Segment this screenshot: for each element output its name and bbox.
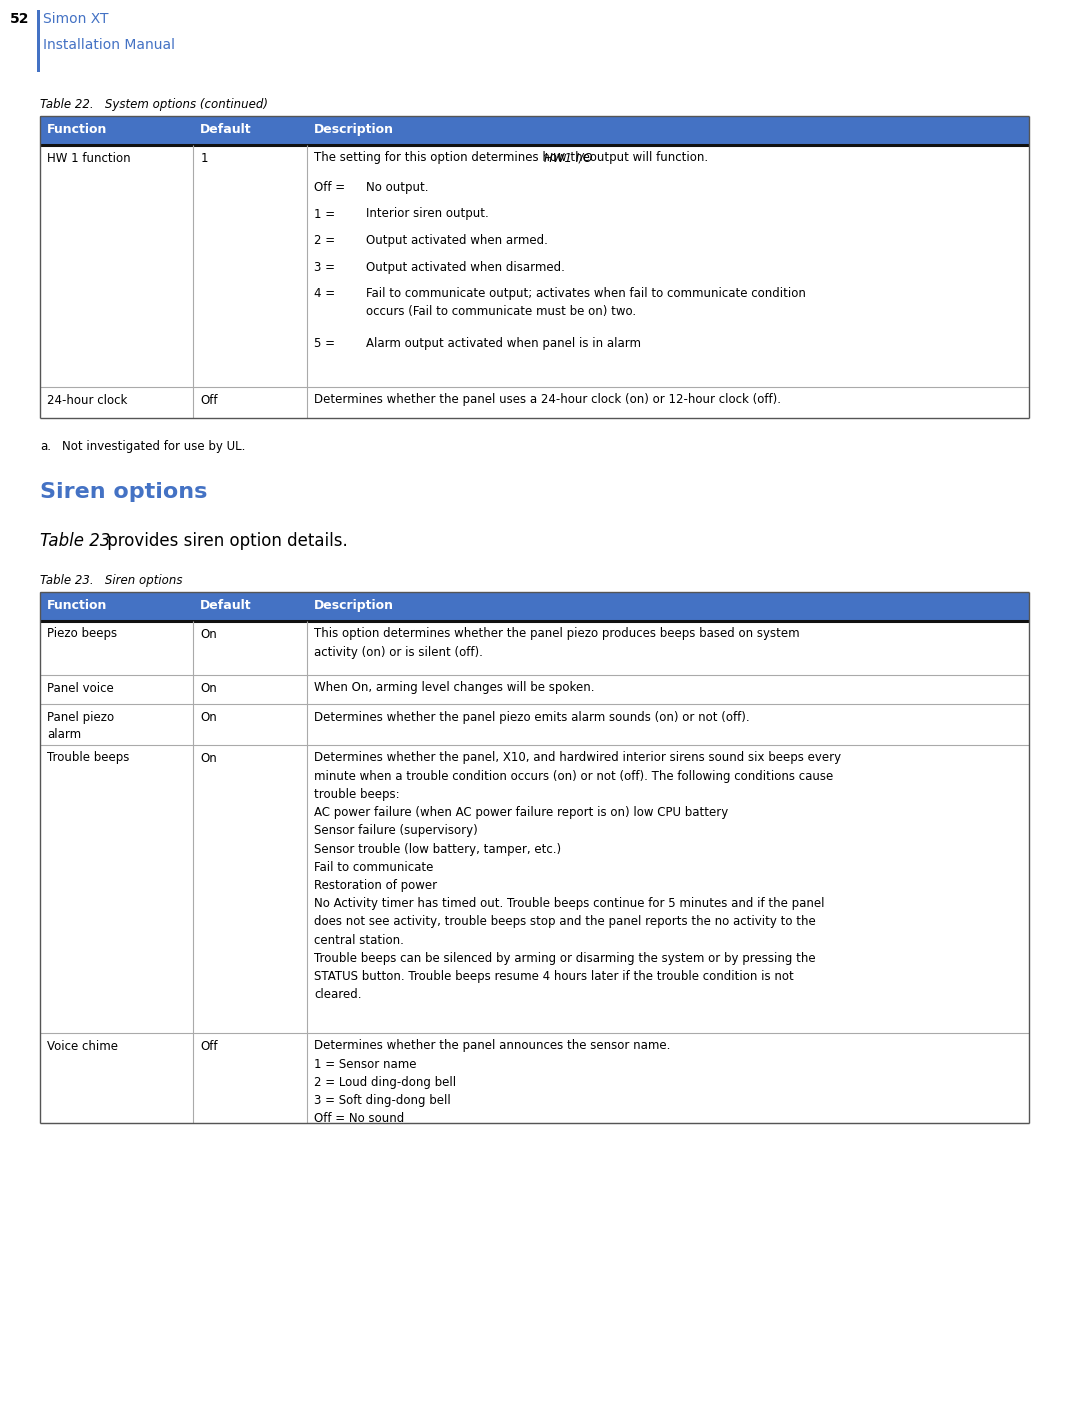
Text: 1: 1 <box>200 152 207 165</box>
Text: Description: Description <box>314 122 394 137</box>
Text: Trouble beeps: Trouble beeps <box>47 751 129 765</box>
Text: The setting for this option determines how the: The setting for this option determines h… <box>314 152 593 165</box>
Bar <box>40 620 1029 674</box>
Text: 5 =: 5 = <box>314 337 335 350</box>
Bar <box>40 745 1029 1032</box>
Text: Panel piezo
alarm: Panel piezo alarm <box>47 711 114 741</box>
Bar <box>40 387 1029 418</box>
Text: No output.: No output. <box>366 181 429 193</box>
Text: On: On <box>200 627 217 640</box>
Text: Installation Manual: Installation Manual <box>43 38 175 53</box>
Text: Table 22.   System options (continued): Table 22. System options (continued) <box>40 98 268 111</box>
Text: Simon XT: Simon XT <box>43 11 108 26</box>
Bar <box>40 117 1029 145</box>
Text: a.: a. <box>40 439 51 454</box>
Bar <box>40 704 1029 745</box>
Text: Default: Default <box>200 122 252 137</box>
Text: 2 =: 2 = <box>314 235 336 247</box>
Text: Siren options: Siren options <box>40 482 207 502</box>
Text: Alarm output activated when panel is in alarm: Alarm output activated when panel is in … <box>366 337 641 350</box>
Text: Default: Default <box>200 599 252 611</box>
Text: On: On <box>200 711 217 724</box>
Bar <box>40 674 1029 704</box>
Text: HW 1 function: HW 1 function <box>47 152 130 165</box>
Text: Output activated when armed.: Output activated when armed. <box>366 235 548 247</box>
Text: Fail to communicate output; activates when fail to communicate condition
occurs : Fail to communicate output; activates wh… <box>366 287 806 317</box>
Text: Off: Off <box>200 1039 218 1052</box>
Text: Not investigated for use by UL.: Not investigated for use by UL. <box>62 439 246 454</box>
Text: HW1 I/O: HW1 I/O <box>544 152 592 165</box>
Bar <box>37 10 40 73</box>
Text: Function: Function <box>47 599 107 611</box>
Text: On: On <box>200 751 217 765</box>
Text: Voice chime: Voice chime <box>47 1039 118 1052</box>
Text: output will function.: output will function. <box>586 152 708 165</box>
Text: Interior siren output.: Interior siren output. <box>366 208 489 220</box>
Text: 4 =: 4 = <box>314 287 336 300</box>
Text: Determines whether the panel uses a 24-hour clock (on) or 12-hour clock (off).: Determines whether the panel uses a 24-h… <box>314 394 781 407</box>
Bar <box>40 145 1029 387</box>
Text: Description: Description <box>314 599 394 611</box>
Text: provides siren option details.: provides siren option details. <box>102 532 347 550</box>
Text: Panel voice: Panel voice <box>47 681 113 694</box>
Bar <box>40 1032 1029 1122</box>
Text: Off =: Off = <box>314 181 345 193</box>
Text: 1 =: 1 = <box>314 208 336 220</box>
Text: Table 23.   Siren options: Table 23. Siren options <box>40 574 183 587</box>
Text: Piezo beeps: Piezo beeps <box>47 627 118 640</box>
Text: On: On <box>200 681 217 694</box>
Bar <box>40 592 1029 620</box>
Text: Determines whether the panel announces the sensor name.
1 = Sensor name
2 = Loud: Determines whether the panel announces t… <box>314 1039 670 1125</box>
Text: When On, arming level changes will be spoken.: When On, arming level changes will be sp… <box>314 681 594 694</box>
Text: Output activated when disarmed.: Output activated when disarmed. <box>366 260 564 273</box>
Text: Determines whether the panel piezo emits alarm sounds (on) or not (off).: Determines whether the panel piezo emits… <box>314 711 749 724</box>
Text: Off: Off <box>200 394 218 407</box>
Text: Function: Function <box>47 122 107 137</box>
Text: 52: 52 <box>10 11 30 26</box>
Text: Table 23: Table 23 <box>40 532 110 550</box>
Text: Determines whether the panel, X10, and hardwired interior sirens sound six beeps: Determines whether the panel, X10, and h… <box>314 751 841 1001</box>
Text: This option determines whether the panel piezo produces beeps based on system
ac: This option determines whether the panel… <box>314 627 800 658</box>
Text: 24-hour clock: 24-hour clock <box>47 394 127 407</box>
Text: 3 =: 3 = <box>314 260 335 273</box>
